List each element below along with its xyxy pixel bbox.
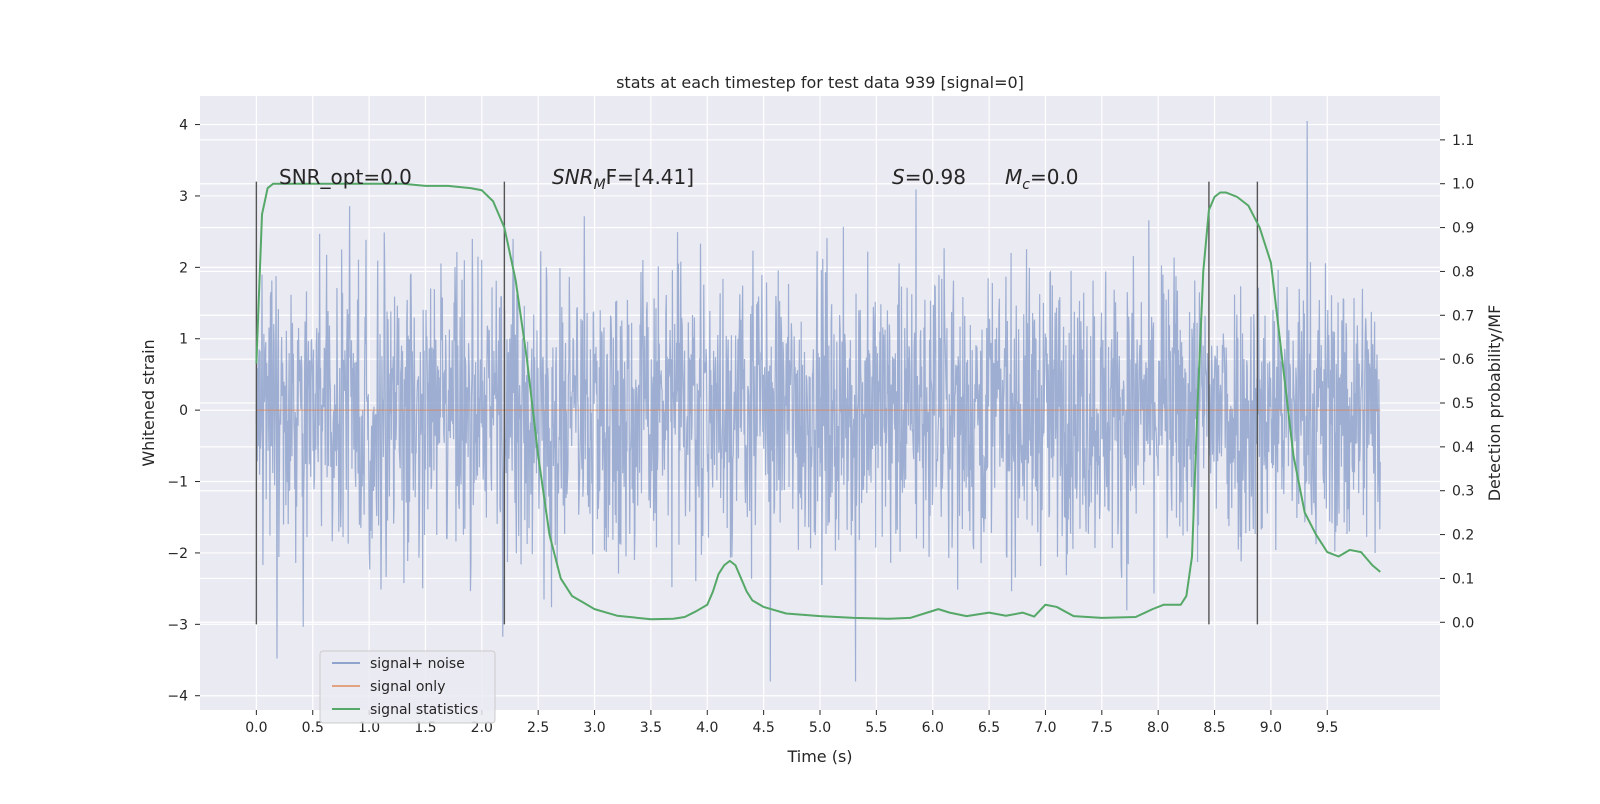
y-axis-label: Whitened strain xyxy=(139,339,158,466)
x-tick-label-18: 9.0 xyxy=(1260,720,1282,736)
series-signal-statistics-line xyxy=(255,182,1381,621)
y2-tick-label-11: 1.1 xyxy=(1452,133,1474,149)
x-tick-label-9: 4.5 xyxy=(753,720,775,736)
y-tick-label-0: −4 xyxy=(167,689,188,705)
y2-tick-label-8: 0.8 xyxy=(1452,264,1474,280)
x-axis-label: Time (s) xyxy=(786,747,852,766)
x-tick-label-0: 0.0 xyxy=(245,720,267,736)
y2-tick-label-6: 0.6 xyxy=(1452,352,1474,368)
annotation-snr-opt: SNR_opt=0.0 xyxy=(279,165,412,189)
y2-ticks: 0.0 0.1 0.2 0.3 0.4 0.5 0.6 0.7 0.8 0.9 1.0 1.1 xyxy=(1440,133,1474,631)
noise-series xyxy=(255,121,1381,682)
chart-title: stats at each timestep for test data 939… xyxy=(616,73,1024,92)
legend-box xyxy=(319,650,496,724)
x-tick-label-2: 1.0 xyxy=(358,720,380,736)
y-tick-label-7: 3 xyxy=(179,189,188,205)
x-tick-label-19: 9.5 xyxy=(1316,720,1338,736)
legend-label-signal-noise: signal+ noise xyxy=(370,656,465,672)
y2-tick-label-10: 1.0 xyxy=(1452,177,1474,193)
legend-label-signal-only: signal only xyxy=(370,679,445,695)
x-tick-label-13: 6.5 xyxy=(978,720,1000,736)
x-tick-label-8: 4.0 xyxy=(696,720,718,736)
y-tick-label-3: −1 xyxy=(167,475,188,491)
x-tick-label-15: 7.5 xyxy=(1091,720,1113,736)
legend: signal+ noise signal only signal statist… xyxy=(319,650,496,724)
annotation-snr-mf: SNRMF=[4.41] xyxy=(552,165,694,193)
y-ticks: −4 −3 −2 −1 0 1 2 3 4 xyxy=(167,118,200,705)
y2-axis-label: Detection probability/MF xyxy=(1485,305,1504,502)
x-tick-label-14: 7.0 xyxy=(1034,720,1056,736)
x-tick-label-12: 6.0 xyxy=(922,720,944,736)
y-tick-label-2: −2 xyxy=(167,546,188,562)
x-tick-label-3: 1.5 xyxy=(414,720,436,736)
x-tick-label-11: 5.5 xyxy=(865,720,887,736)
y-tick-label-8: 4 xyxy=(179,118,188,134)
x-tick-label-17: 8.5 xyxy=(1203,720,1225,736)
vertical-markers xyxy=(255,181,1259,625)
x-tick-label-5: 2.5 xyxy=(527,720,549,736)
x-tick-label-4: 2.0 xyxy=(471,720,493,736)
y2-tick-label-0: 0.0 xyxy=(1452,615,1474,631)
x-tick-label-6: 3.0 xyxy=(583,720,605,736)
x-tick-label-16: 8.0 xyxy=(1147,720,1169,736)
annotation-mc: Mc=0.0 xyxy=(1005,165,1079,193)
y2-tick-label-4: 0.4 xyxy=(1452,440,1474,456)
y2-tick-label-2: 0.2 xyxy=(1452,528,1474,544)
x-tick-label-10: 5.0 xyxy=(809,720,831,736)
annotations: SNR_opt=0.0 SNRMF=[4.41] S=0.98 Mc=0.0 xyxy=(279,165,1079,193)
signal-statistics-series xyxy=(255,182,1381,621)
x-tick-label-7: 3.5 xyxy=(640,720,662,736)
y2-tick-label-5: 0.5 xyxy=(1452,396,1474,412)
y-tick-label-6: 2 xyxy=(179,260,188,276)
y-tick-label-4: 0 xyxy=(179,403,188,419)
series-signal-noise-line xyxy=(255,121,1381,682)
y-tick-label-1: −3 xyxy=(167,617,188,633)
y-tick-label-5: 1 xyxy=(179,332,188,348)
annotation-s: S=0.98 xyxy=(892,165,966,189)
y2-tick-label-3: 0.3 xyxy=(1452,484,1474,500)
y2-tick-label-7: 0.7 xyxy=(1452,308,1474,324)
x-ticks: 0.0 0.5 1.0 1.5 2.0 2.5 3.0 3.5 4.0 4.5 5.0 5.5 6.0 6… xyxy=(245,710,1338,736)
y2-tick-label-9: 0.9 xyxy=(1452,221,1474,237)
legend-label-signal-statistics: signal statistics xyxy=(370,702,478,718)
x-tick-label-1: 0.5 xyxy=(302,720,324,736)
y2-tick-label-1: 0.1 xyxy=(1452,571,1474,587)
